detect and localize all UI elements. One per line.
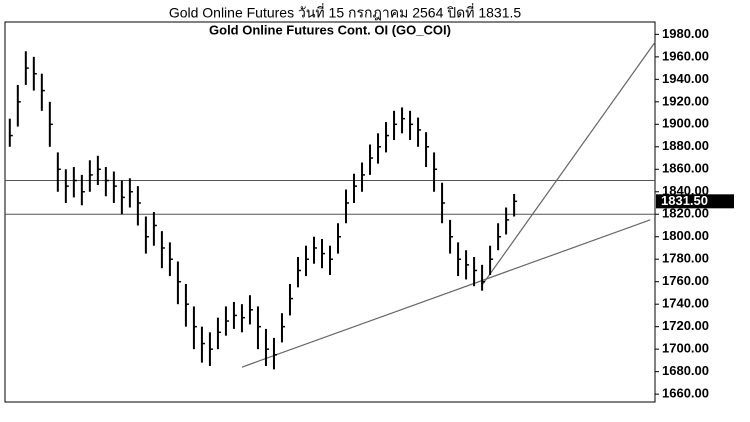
y-tick-label: 1960.00 [662,48,709,63]
plot-frame [4,21,656,403]
y-tick-label: 1700.00 [662,341,709,356]
trend-line [481,41,656,286]
y-tick-label: 1760.00 [662,273,709,288]
y-tick-label: 1720.00 [662,318,709,333]
y-tick-label: 1880.00 [662,138,709,153]
y-tick-label: 1980.00 [662,26,709,41]
y-tick-label: 1660.00 [662,386,709,401]
y-tick-label: 1860.00 [662,161,709,176]
y-tick-label: 1820.00 [662,206,709,221]
chart-subtitle: Gold Online Futures Cont. OI (GO_COI) [209,22,451,37]
y-tick-label: 1800.00 [662,228,709,243]
y-tick-label: 1920.00 [662,93,709,108]
y-tick-label: 1680.00 [662,363,709,378]
y-tick-label: 1900.00 [662,116,709,131]
y-tick-label: 1780.00 [662,251,709,266]
y-tick-label: 1740.00 [662,296,709,311]
last-price-label: 1831.50 [661,193,708,208]
chart-title: Gold Online Futures วันที่ 15 กรกฎาคม 25… [169,4,522,21]
last-price-box [656,194,734,209]
y-tick-label: 1940.00 [662,71,709,86]
trend-line [241,219,651,368]
